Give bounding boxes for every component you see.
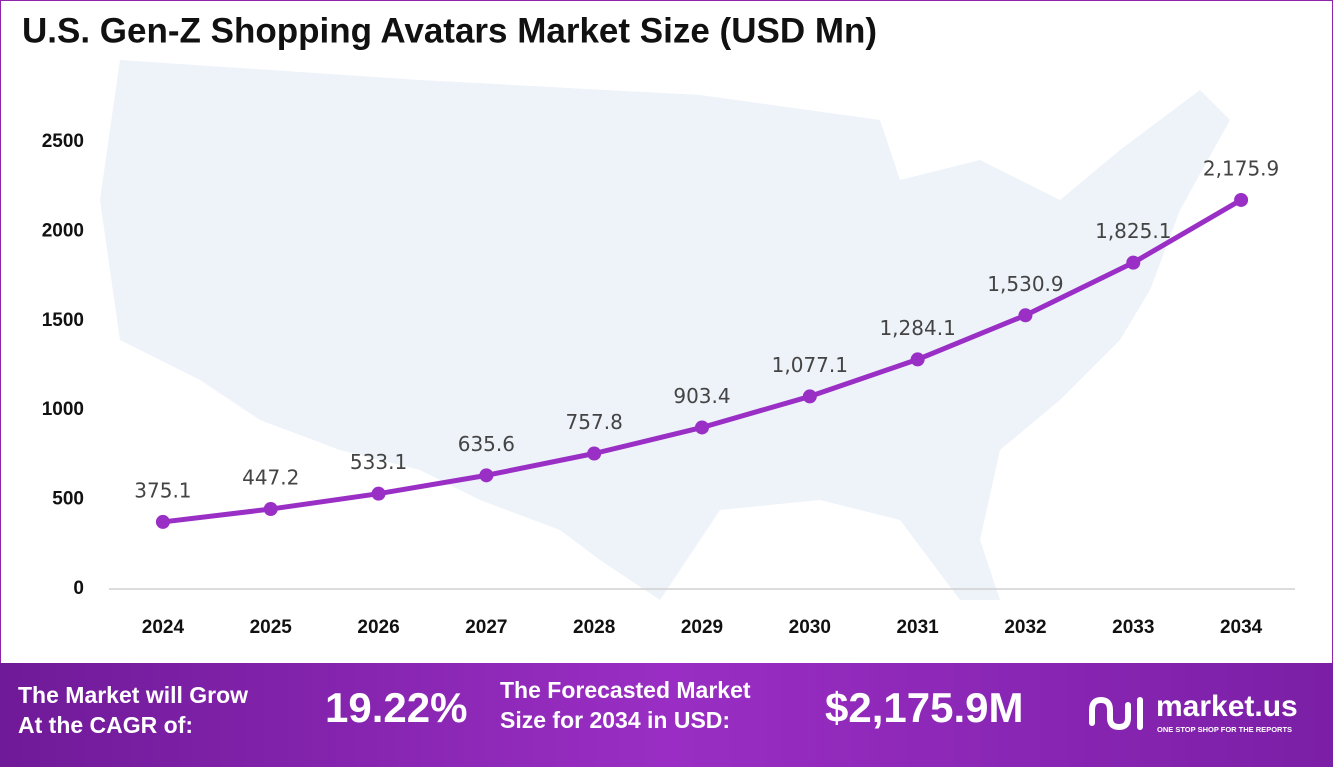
data-label: 1,077.1 (772, 353, 848, 377)
data-label: 635.6 (458, 432, 515, 456)
data-label: 1,825.1 (1095, 219, 1171, 243)
point (1234, 192, 1249, 207)
point (1018, 308, 1033, 323)
data-label: 1,530.9 (987, 272, 1063, 296)
chart-title: U.S. Gen-Z Shopping Avatars Market Size … (22, 11, 877, 50)
forecast-label: Size for 2034 in USD: (500, 707, 730, 733)
point (263, 502, 278, 517)
cagr-value: 19.22% (325, 684, 467, 731)
y-tick-label: 1000 (42, 399, 84, 420)
x-tick-label: 2027 (465, 617, 507, 638)
x-tick-label: 2025 (250, 617, 293, 638)
y-tick-label: 500 (52, 489, 84, 510)
y-tick-label: 2000 (42, 220, 84, 241)
data-label: 533.1 (350, 450, 407, 474)
data-label: 757.8 (566, 410, 623, 434)
x-tick-label: 2029 (681, 617, 723, 638)
point (910, 352, 925, 367)
x-tick-label: 2028 (573, 617, 615, 638)
x-tick-label: 2034 (1220, 617, 1263, 638)
x-tick-label: 2031 (896, 617, 939, 638)
data-label: 447.2 (242, 466, 299, 490)
point (1126, 255, 1141, 270)
point (371, 486, 386, 501)
tagline: ONE STOP SHOP FOR THE REPORTS (1157, 725, 1292, 734)
data-label: 2,175.9 (1203, 156, 1279, 180)
brand: market.us (1156, 690, 1298, 723)
x-tick-label: 2032 (1004, 617, 1046, 638)
x-tick-label: 2033 (1112, 617, 1154, 638)
cagr-label: At the CAGR of: (18, 712, 193, 738)
data-label: 903.4 (673, 384, 730, 408)
map-background (100, 60, 1230, 600)
point (587, 446, 602, 461)
cagr-label: The Market will Grow (18, 682, 248, 708)
point (695, 420, 709, 435)
x-tick-label: 2030 (789, 617, 831, 638)
data-label: 1,284.1 (879, 316, 955, 340)
point (479, 468, 494, 483)
forecast-value: $2,175.9M (825, 684, 1023, 731)
y-tick-label: 2500 (42, 131, 84, 152)
logo-icon (1089, 696, 1143, 731)
point (155, 514, 170, 529)
y-tick-label: 1500 (42, 310, 84, 331)
forecast-label: The Forecasted Market (500, 677, 751, 703)
y-tick-label: 0 (73, 578, 84, 599)
data-label: 375.1 (134, 478, 191, 502)
point (802, 389, 817, 404)
x-tick-label: 2024 (142, 617, 185, 638)
x-tick-label: 2026 (357, 617, 399, 638)
